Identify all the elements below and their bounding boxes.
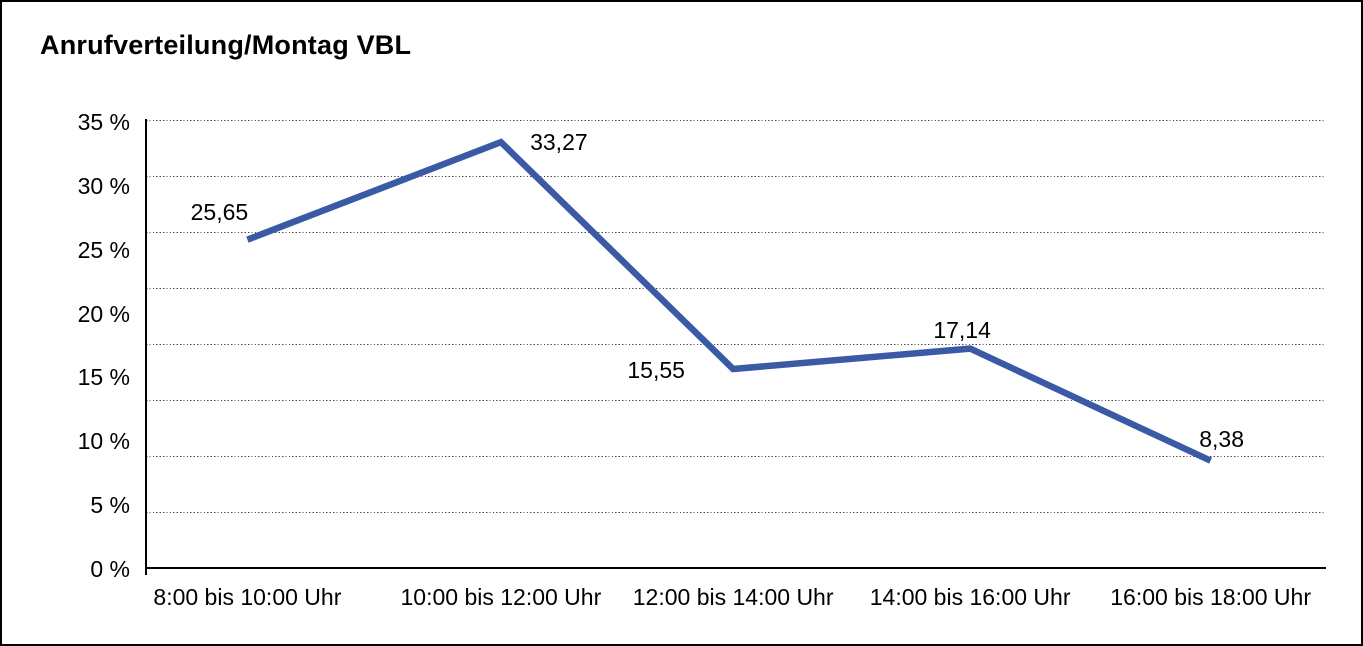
x-category-label: 16:00 bis 18:00 Uhr xyxy=(1110,584,1311,610)
x-category-label: 10:00 bis 12:00 Uhr xyxy=(400,584,602,610)
gridline xyxy=(146,344,1325,346)
gridline xyxy=(146,456,1325,458)
data-point-label: 8,38 xyxy=(1199,425,1244,452)
y-tick-label: 20 % xyxy=(77,300,130,327)
x-category-label: 14:00 bis 16:00 Uhr xyxy=(869,584,1071,610)
data-point-label: 17,14 xyxy=(933,316,991,343)
x-axis-line xyxy=(145,567,1326,569)
gridline xyxy=(146,288,1325,290)
gridline xyxy=(146,176,1325,178)
gridline xyxy=(146,512,1325,514)
series-line xyxy=(246,138,1212,464)
trend-line xyxy=(246,138,1212,464)
y-tick-label: 30 % xyxy=(77,172,130,199)
data-point-label: 33,27 xyxy=(530,129,588,156)
gridline xyxy=(146,400,1325,402)
y-tick-label: 15 % xyxy=(77,364,130,391)
x-category-label: 12:00 bis 14:00 Uhr xyxy=(632,584,834,610)
plot-area xyxy=(146,120,1325,568)
gridline xyxy=(146,120,1325,122)
y-tick-label: 0 % xyxy=(90,555,130,582)
chart-title: Anrufverteilung/Montag VBL xyxy=(40,30,412,60)
data-point-label: 25,65 xyxy=(190,198,249,225)
y-axis-line xyxy=(145,119,147,575)
x-category-label: 8:00 bis 10:00 Uhr xyxy=(153,584,342,610)
y-tick-label: 25 % xyxy=(77,236,130,263)
gridline xyxy=(146,232,1325,234)
data-point-label: 15,55 xyxy=(627,356,685,383)
y-tick-label: 5 % xyxy=(90,492,130,519)
y-tick-label: 10 % xyxy=(77,428,130,455)
y-tick-label: 35 % xyxy=(77,109,130,135)
